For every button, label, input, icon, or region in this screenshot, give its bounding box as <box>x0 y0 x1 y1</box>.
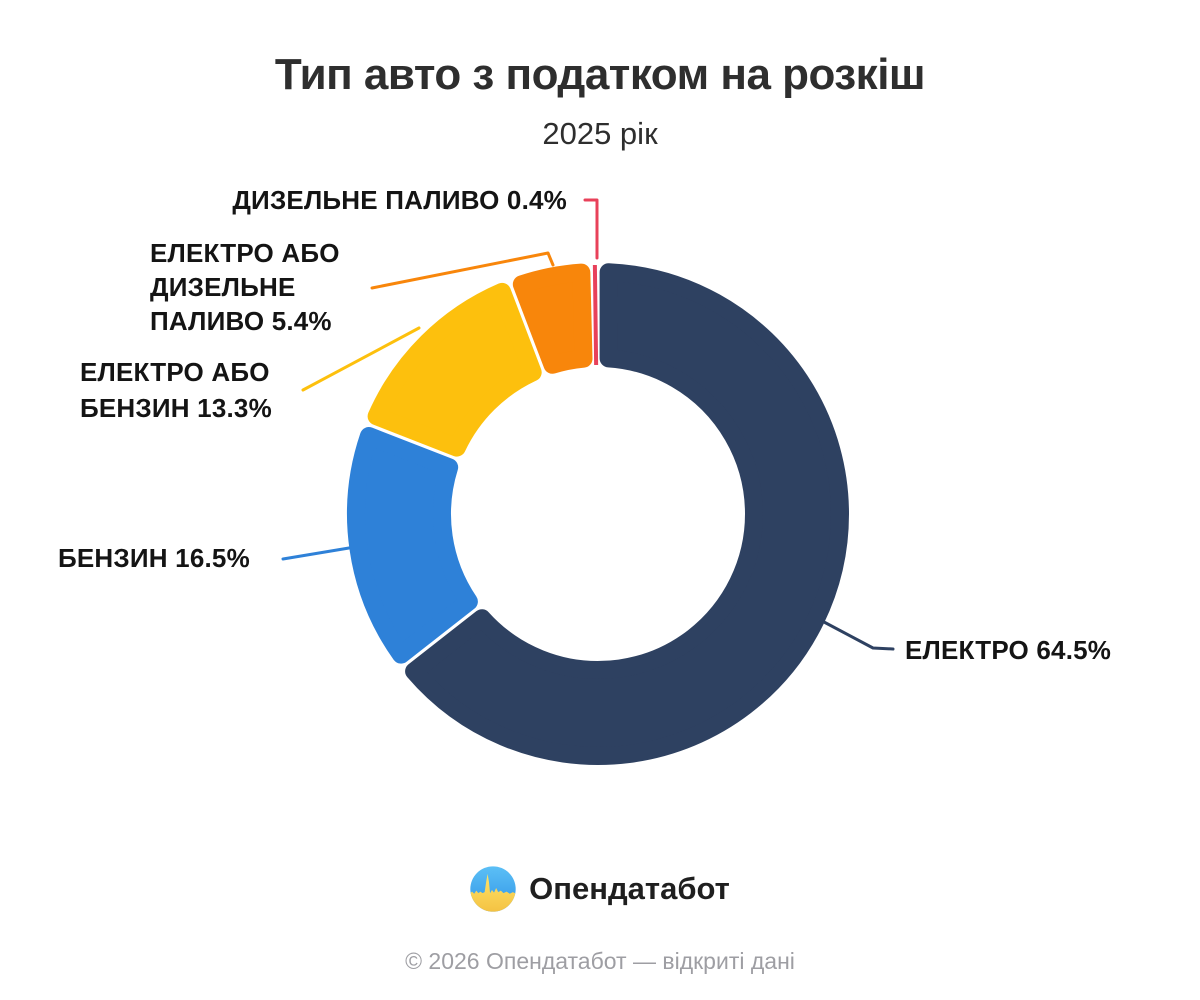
chart-title: Тип авто з податком на розкіш <box>274 50 926 99</box>
slice-label-line: ДИЗЕЛЬНЕ ПАЛИВО 0.4% <box>232 185 567 215</box>
donut-slice-1 <box>347 427 478 664</box>
leader-line-3 <box>370 251 555 290</box>
logo-text: Опендатабот <box>529 871 730 906</box>
donut-slice-4 <box>592 264 599 366</box>
slice-label-line: БЕНЗИН 16.5% <box>58 543 250 573</box>
slice-label-0: ЕЛЕКТРО 64.5% <box>905 633 1111 667</box>
slice-label-line: ДИЗЕЛЬНЕ <box>150 272 296 302</box>
slice-label-1: БЕНЗИН 16.5% <box>58 541 250 575</box>
slice-label-line: ЕЛЕКТРО АБО <box>150 238 340 268</box>
logo-row: Опендатабот <box>0 866 1200 912</box>
slice-label-3: ЕЛЕКТРО АБО ДИЗЕЛЬНЕ ПАЛИВО 5.4% <box>150 236 340 338</box>
slice-label-4: ДИЗЕЛЬНЕ ПАЛИВО 0.4% <box>232 183 567 217</box>
slice-label-line: ПАЛИВО 5.4% <box>150 306 332 336</box>
leader-line-4 <box>583 198 599 260</box>
slice-label-line: ЕЛЕКТРО АБО <box>80 357 270 387</box>
slice-label-line: БЕНЗИН 13.3% <box>80 393 272 423</box>
slice-label-2: ЕЛЕКТРО АБО БЕНЗИН 13.3% <box>80 354 272 426</box>
leader-line-2 <box>301 326 421 392</box>
donut-slice-0 <box>405 263 849 765</box>
opendatabot-logo-icon <box>470 866 516 912</box>
donut-slice-2 <box>367 282 542 457</box>
leader-line-1 <box>281 545 357 561</box>
slice-label-line: ЕЛЕКТРО 64.5% <box>905 635 1112 665</box>
donut-slice-3 <box>512 263 593 374</box>
chart-subtitle: 2025 рік <box>542 116 658 151</box>
leader-line-0 <box>822 620 895 651</box>
footer-copyright: © 2026 Опендатабот — відкриті дані <box>405 948 795 974</box>
